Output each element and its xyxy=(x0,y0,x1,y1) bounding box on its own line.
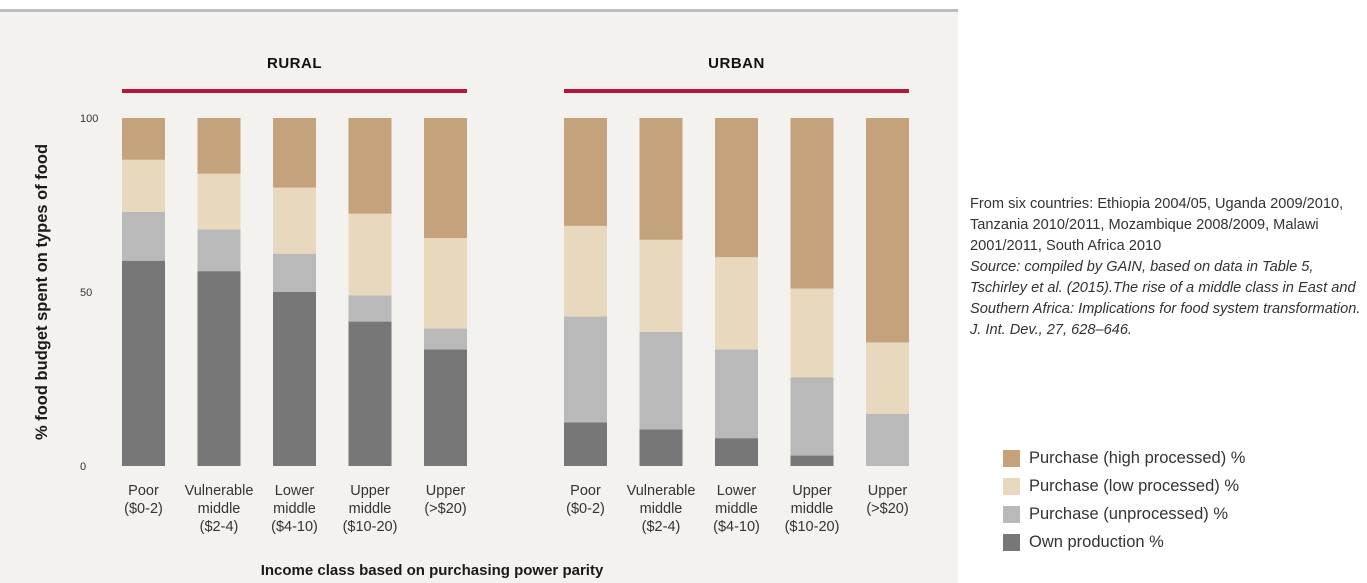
bar-segment-urban-3-2 xyxy=(791,289,834,378)
bar-segment-urban-4-3 xyxy=(866,118,909,342)
x-tick-label: Lower middle ($4-10) xyxy=(271,483,318,535)
bar-segment-urban-2-2 xyxy=(715,257,758,349)
legend-swatch xyxy=(1003,478,1020,495)
x-axis-title: Income class based on purchasing power p… xyxy=(261,562,604,579)
legend-swatch xyxy=(1003,506,1020,523)
x-tick-label: Lower middle ($4-10) xyxy=(713,483,760,535)
bar-segment-rural-2-0 xyxy=(273,292,316,466)
bar-segment-urban-3-0 xyxy=(791,456,834,466)
bar-segment-rural-3-1 xyxy=(349,295,392,321)
x-tick-label: Poor ($0-2) xyxy=(124,483,163,517)
bar-segment-urban-2-1 xyxy=(715,349,758,438)
bar-segment-rural-2-1 xyxy=(273,254,316,292)
bar-segment-rural-0-1 xyxy=(122,212,165,261)
stacked-bar-chart: % food budget spent on types of food 0 50 1… xyxy=(0,0,958,583)
legend: Purchase (high processed) % Purchase (low… xyxy=(1003,447,1245,559)
x-tick-label: Upper middle ($10-20) xyxy=(343,483,398,535)
legend-item: Own production % xyxy=(1003,531,1245,554)
y-axis-title: % food budget spent on types of food xyxy=(33,144,51,440)
bar-segment-rural-0-0 xyxy=(122,261,165,466)
note-text: From six countries: Ethiopia 2004/05, Ug… xyxy=(970,194,1362,257)
bar-segment-rural-2-3 xyxy=(273,118,316,188)
bar-segment-urban-4-1 xyxy=(866,414,909,466)
legend-label: Purchase (low processed) % xyxy=(1029,477,1239,496)
bar-segment-urban-1-3 xyxy=(640,118,683,240)
bar-segment-rural-0-3 xyxy=(122,118,165,160)
bar-segment-rural-1-0 xyxy=(198,271,241,466)
bar-segment-urban-0-3 xyxy=(564,118,607,226)
bar-segment-rural-4-2 xyxy=(424,238,467,328)
legend-item: Purchase (low processed) % xyxy=(1003,475,1245,498)
bar-segment-urban-3-3 xyxy=(791,118,834,289)
bar-segment-rural-1-2 xyxy=(198,174,241,230)
bar-segment-urban-4-2 xyxy=(866,342,909,413)
legend-label: Purchase (unprocessed) % xyxy=(1029,505,1228,524)
bar-segment-urban-1-1 xyxy=(640,332,683,429)
bar-segment-rural-3-2 xyxy=(349,214,392,296)
bar-segment-urban-1-2 xyxy=(640,240,683,332)
x-tick-label: Poor ($0-2) xyxy=(566,483,605,517)
x-tick-label: Upper (>$20) xyxy=(424,483,466,517)
bar-segment-urban-2-3 xyxy=(715,118,758,257)
bar-segment-rural-0-2 xyxy=(122,160,165,212)
bar-segment-urban-3-1 xyxy=(791,377,834,455)
bar-segment-rural-2-2 xyxy=(273,188,316,254)
y-tick-label: 0 xyxy=(80,461,86,473)
x-tick-label: Upper middle ($10-20) xyxy=(785,483,840,535)
bar-segment-urban-0-0 xyxy=(564,423,607,467)
legend-item: Purchase (high processed) % xyxy=(1003,447,1245,470)
bar-segment-urban-2-0 xyxy=(715,438,758,466)
legend-item: Purchase (unprocessed) % xyxy=(1003,503,1245,526)
group-underline xyxy=(122,89,467,93)
bar-segment-rural-4-3 xyxy=(424,118,467,238)
bar-segment-rural-1-1 xyxy=(198,229,241,271)
bar-segment-urban-0-1 xyxy=(564,316,607,422)
bar-segment-rural-3-3 xyxy=(349,118,392,214)
legend-swatch xyxy=(1003,450,1020,467)
bar-segment-rural-4-1 xyxy=(424,329,467,350)
bar-segment-rural-3-0 xyxy=(349,322,392,466)
chart-note: From six countries: Ethiopia 2004/05, Ug… xyxy=(970,194,1362,341)
x-tick-label: Upper (>$20) xyxy=(866,483,908,517)
x-tick-label: Vulnerable middle ($2-4) xyxy=(627,483,696,535)
bar-segment-rural-4-0 xyxy=(424,349,467,466)
legend-swatch xyxy=(1003,534,1020,551)
y-tick-label: 100 xyxy=(80,113,98,125)
legend-label: Purchase (high processed) % xyxy=(1029,449,1245,468)
group-title-rural: RURAL xyxy=(267,55,322,72)
x-tick-label: Vulnerable middle ($2-4) xyxy=(185,483,254,535)
bar-segment-urban-0-2 xyxy=(564,226,607,316)
bar-segment-urban-1-0 xyxy=(640,429,683,466)
bar-segment-rural-1-3 xyxy=(198,118,241,174)
group-title-urban: URBAN xyxy=(708,55,765,72)
group-underline xyxy=(564,89,909,93)
note-source: Source: compiled by GAIN, based on data … xyxy=(970,257,1362,341)
y-tick-label: 50 xyxy=(80,287,92,299)
legend-label: Own production % xyxy=(1029,533,1164,552)
